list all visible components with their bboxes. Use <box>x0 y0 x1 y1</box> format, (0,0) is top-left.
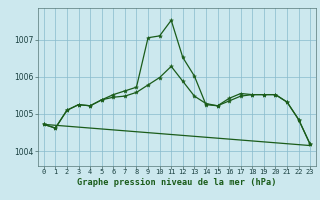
X-axis label: Graphe pression niveau de la mer (hPa): Graphe pression niveau de la mer (hPa) <box>77 178 277 187</box>
